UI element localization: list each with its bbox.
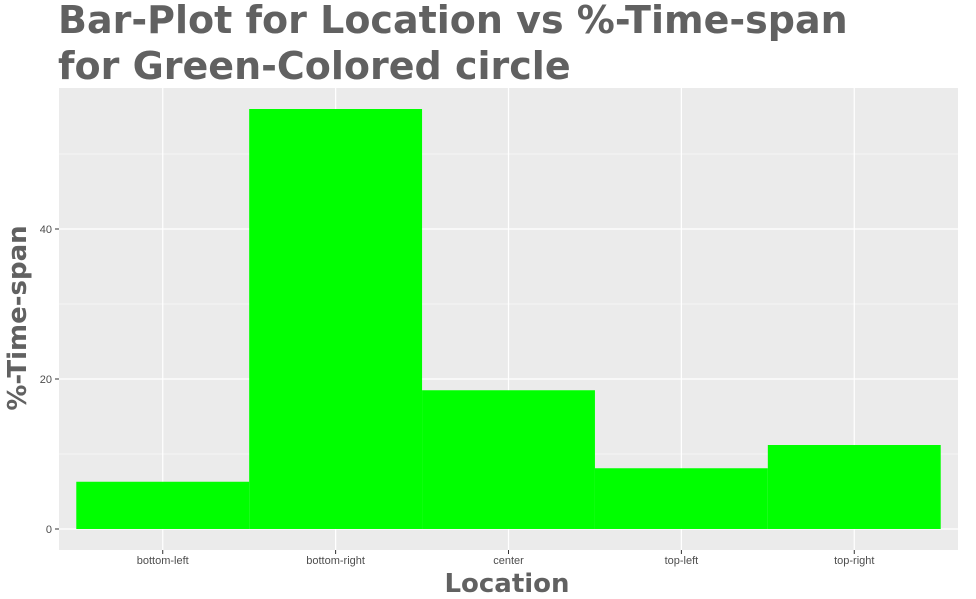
bar-bottom-left (76, 481, 250, 529)
bar-center (422, 390, 595, 529)
x-axis: bottom-left bottom-right center top-left top… (137, 550, 874, 567)
y-axis-title: %-Time-span (3, 225, 33, 410)
x-tick-label: center (493, 555, 524, 567)
x-tick-label: bottom-right (306, 555, 365, 567)
chart-title-line-1: Bar-Plot for Location vs %-Time-span (58, 0, 848, 42)
x-axis-title: Location (444, 569, 569, 599)
bar-top-left (594, 468, 768, 529)
bar-bottom-right (249, 109, 423, 529)
x-tick-label: bottom-left (137, 555, 189, 567)
chart-title-line-2: for Green-Colored circle (58, 44, 571, 88)
bars (76, 109, 941, 529)
bar-top-right (767, 445, 941, 529)
y-axis: 0 20 40 (40, 224, 59, 536)
y-tick-label: 0 (46, 524, 52, 536)
y-tick-label: 20 (40, 374, 52, 386)
x-tick-label: top-right (834, 555, 874, 567)
y-tick-label: 40 (40, 224, 52, 236)
x-tick-label: top-left (665, 555, 699, 567)
